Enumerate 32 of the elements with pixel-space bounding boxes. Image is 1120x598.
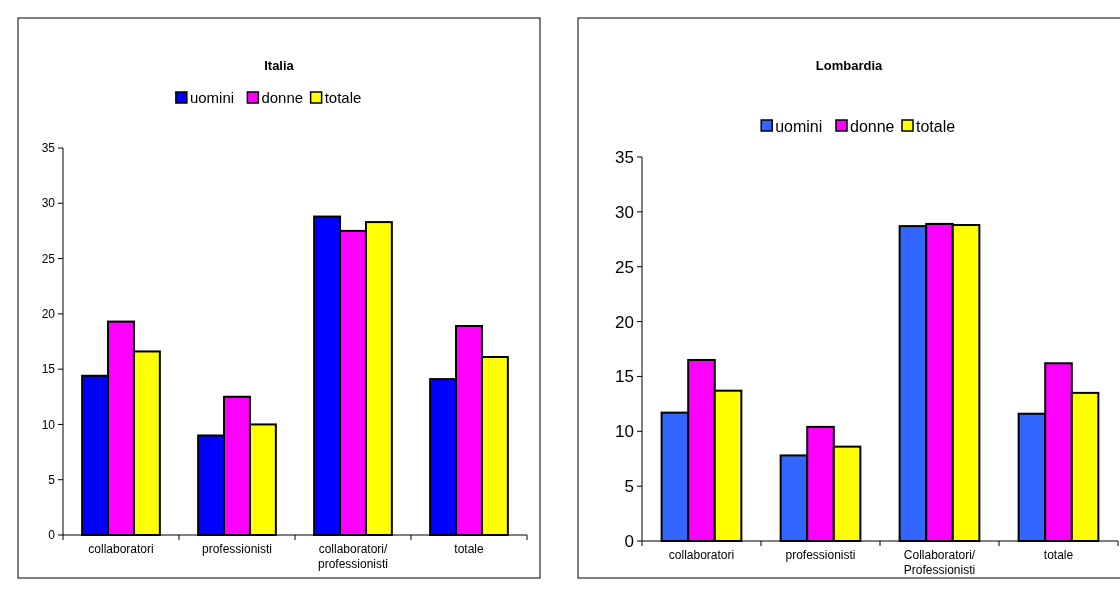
chart-title: Italia: [264, 58, 295, 73]
chart-title: Lombardia: [815, 58, 883, 73]
y-tick-label: 0: [624, 531, 634, 551]
y-tick-label: 35: [41, 141, 56, 156]
legend-label: uomini: [189, 89, 235, 107]
y-tick-label: 25: [615, 257, 634, 277]
x-tick-label: totale: [1043, 548, 1074, 562]
x-tick-label: Collaboratori/Professionisti: [903, 548, 976, 577]
x-tick-label: collaboratori: [668, 548, 735, 562]
y-tick-label: 20: [41, 307, 56, 322]
legend-label: donne: [261, 89, 304, 107]
y-tick-label: 0: [48, 528, 56, 543]
x-tick-label: collaboratori/professionisti: [317, 542, 389, 571]
legend-label: donne: [850, 117, 895, 135]
legend-label: uomini: [775, 117, 823, 135]
y-tick-label: 10: [615, 422, 634, 442]
x-tick-label: totale: [454, 542, 484, 556]
y-tick-label: 15: [615, 367, 634, 387]
x-tick-label: collaboratori: [88, 542, 154, 556]
y-tick-label: 30: [41, 196, 56, 211]
y-tick-label: 15: [41, 362, 56, 377]
y-tick-label: 25: [41, 251, 56, 266]
x-tick-label: professionisti: [201, 542, 273, 556]
legend-label: totale: [916, 117, 956, 135]
y-tick-label: 35: [615, 147, 634, 167]
y-tick-label: 5: [624, 477, 634, 497]
y-tick-label: 30: [615, 202, 634, 222]
y-tick-label: 5: [48, 472, 56, 487]
y-tick-label: 10: [41, 417, 56, 432]
x-tick-label: professionisti: [785, 548, 856, 562]
y-tick-label: 20: [615, 312, 634, 332]
legend-label: totale: [324, 89, 362, 107]
